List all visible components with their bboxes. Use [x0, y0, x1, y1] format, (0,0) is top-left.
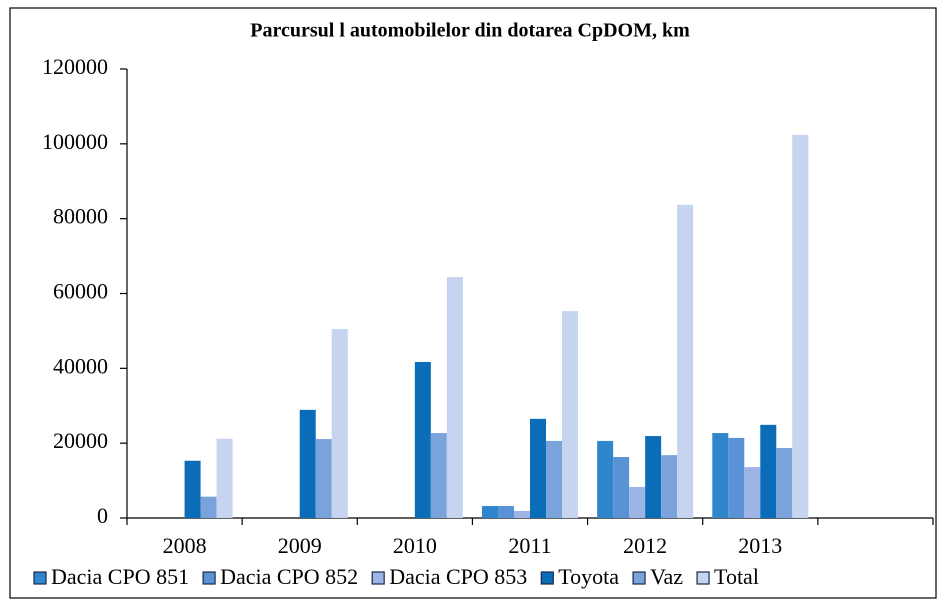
y-tick-label: 120000 — [42, 54, 108, 79]
bar — [744, 467, 761, 518]
legend-swatch — [33, 571, 47, 585]
x-tick-label: 2011 — [508, 533, 551, 558]
y-tick-label: 100000 — [42, 129, 108, 154]
legend-label: Total — [714, 564, 759, 589]
legend-label: Vaz — [650, 564, 683, 589]
legend-label: Dacia CPO 852 — [220, 564, 358, 589]
x-tick-label: 2013 — [738, 533, 782, 558]
bar — [482, 506, 498, 518]
x-tick-label: 2009 — [278, 533, 322, 558]
bar — [514, 510, 530, 518]
legend-swatch — [696, 571, 710, 585]
chart-title: Parcursul l automobilelor din dotarea Cp… — [250, 20, 690, 42]
bar — [712, 433, 729, 518]
x-tick-label: 2012 — [623, 533, 667, 558]
bar — [597, 440, 614, 518]
bar — [530, 418, 546, 518]
legend-label: Dacia CPO 853 — [389, 564, 527, 589]
bar — [315, 439, 332, 518]
legend-swatch — [540, 571, 554, 585]
bar — [331, 329, 348, 518]
bar — [677, 204, 694, 518]
bar — [728, 437, 745, 518]
bar — [629, 486, 646, 518]
bar — [776, 448, 793, 518]
bar — [645, 436, 662, 518]
bar — [498, 506, 514, 518]
bar — [430, 433, 447, 518]
bar — [661, 455, 678, 518]
legend-label: Toyota — [558, 564, 619, 589]
bar — [184, 460, 201, 518]
y-tick-label: 80000 — [53, 204, 108, 229]
bar — [200, 496, 217, 518]
bar — [216, 438, 233, 518]
bar — [299, 409, 316, 518]
bar — [414, 361, 431, 518]
legend-swatch — [632, 571, 646, 585]
bar — [446, 277, 463, 518]
y-tick-label: 60000 — [53, 279, 108, 304]
bar — [562, 311, 578, 518]
x-tick-label: 2008 — [163, 533, 207, 558]
y-tick-label: 20000 — [53, 428, 108, 453]
legend-swatch — [202, 571, 216, 585]
y-tick-label: 0 — [97, 503, 108, 528]
legend-label: Dacia CPO 851 — [51, 564, 189, 589]
bar — [760, 424, 777, 518]
y-tick-label: 40000 — [53, 353, 108, 378]
x-tick-label: 2010 — [393, 533, 437, 558]
bar — [792, 134, 809, 518]
bar — [613, 457, 630, 518]
bar — [546, 440, 562, 518]
legend-swatch — [371, 571, 385, 585]
